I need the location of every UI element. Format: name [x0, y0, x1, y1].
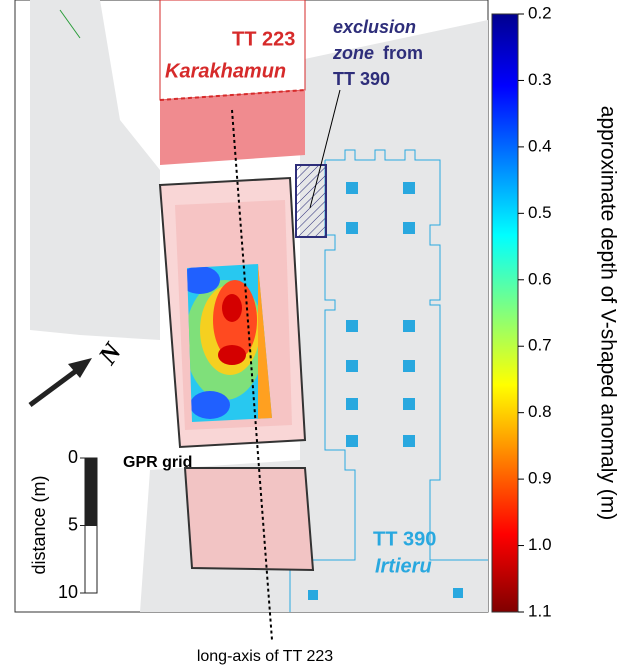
- map: TT 223 Karakhamun exclusion zone from TT…: [14, 0, 489, 641]
- exclusion-line: exclusion: [333, 17, 416, 37]
- colorbar-label: approximate depth of V-shaped anomaly (m…: [596, 106, 619, 520]
- gpr-grid: [183, 467, 315, 572]
- gpr-label: GPR grid: [123, 454, 192, 471]
- scale-tick-label: 10: [58, 582, 78, 602]
- ground-area: [140, 20, 488, 612]
- scale-label: distance (m): [29, 475, 49, 574]
- tomb-223-owner: Karakhamun: [165, 60, 286, 82]
- colorbar-tick-label: 0.9: [528, 469, 552, 488]
- boundary: [159, 89, 306, 101]
- north-arrow: [28, 365, 82, 408]
- tomb-390-owner: Irtieru: [375, 555, 432, 577]
- colorbar-tick-label: 0.3: [528, 70, 552, 89]
- tomb-223-court: [160, 90, 305, 165]
- colorbar-tick-label: 0.8: [528, 402, 552, 421]
- scale-tick-label: 0: [68, 447, 78, 467]
- axis-label: long-axis of TT 223: [197, 648, 333, 665]
- colorbar-tick-label: 0.6: [528, 269, 552, 288]
- colorbar-tick-label: 0.5: [528, 203, 552, 222]
- exclusion-label: exclusion zone from TT 390: [332, 17, 423, 89]
- colorbar-tick-label: 1.1: [528, 601, 552, 620]
- colorbar: [491, 13, 519, 613]
- feature-line: [59, 9, 81, 39]
- ground-area: [30, 0, 160, 340]
- scale-segment: [84, 457, 98, 526]
- north-arrowhead: [68, 358, 92, 378]
- colorbar-tick-label: 0.7: [528, 336, 552, 355]
- exclusion-zone: [295, 164, 327, 238]
- scale-tick-label: 5: [68, 514, 78, 534]
- exclusion-line: zone: [332, 43, 374, 63]
- tomb-390-name: TT 390: [373, 528, 436, 550]
- colorbar-ticks: 0.2 0.3 0.4 0.5 0.6 0.7 0.8 0.9 1.0 1.1: [518, 3, 552, 620]
- scale-segment: [84, 525, 98, 594]
- leader-line: [309, 89, 341, 209]
- scale-bar: 0 5 10: [58, 447, 98, 602]
- tomb-223-name: TT 223: [232, 28, 295, 50]
- pillars: [308, 182, 463, 600]
- colorbar-tick-label: 0.4: [528, 136, 552, 155]
- gpr-anomaly: [187, 264, 272, 422]
- long-axis: [231, 109, 273, 641]
- colorbar-tick-label: 1.0: [528, 535, 552, 554]
- exclusion-line: TT 390: [333, 69, 390, 89]
- colorbar-tick-label: 0.2: [528, 3, 552, 22]
- exclusion-line: from: [383, 43, 423, 63]
- tomb-390-outline: [289, 149, 488, 612]
